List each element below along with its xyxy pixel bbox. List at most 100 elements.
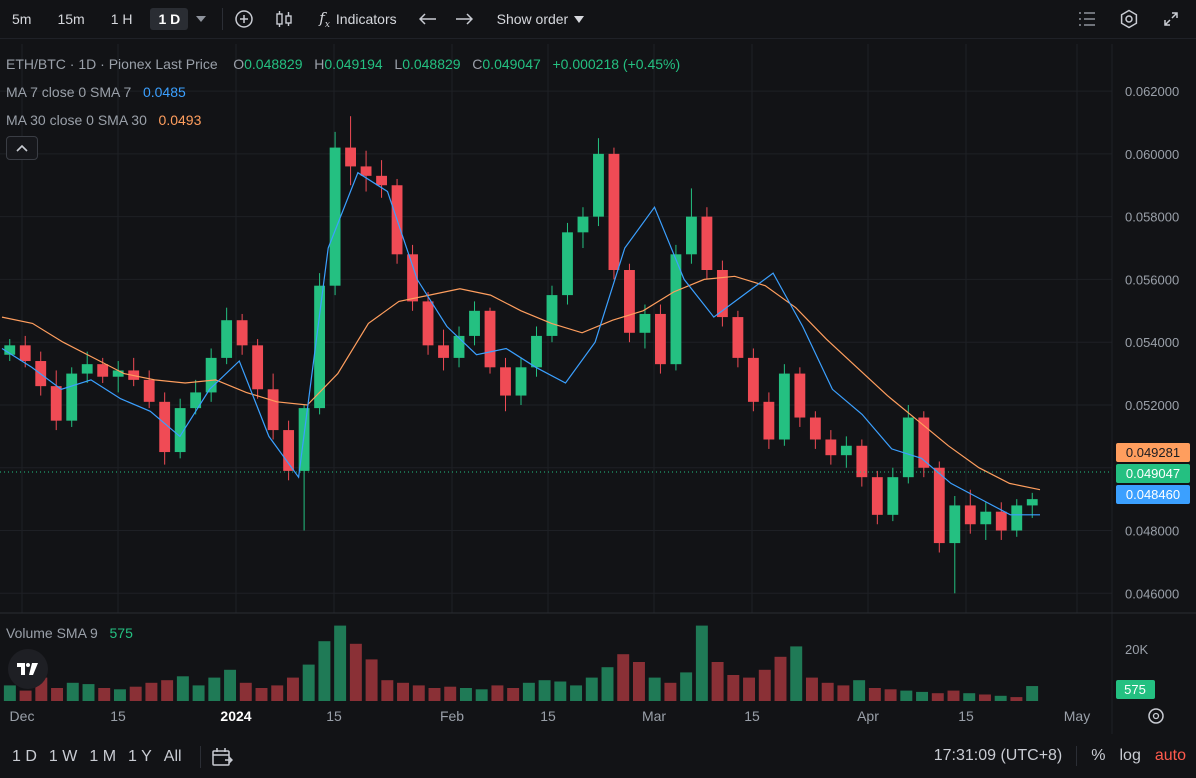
volume-bar <box>978 694 991 701</box>
candle-body <box>732 317 744 358</box>
ma30-value: 0.0493 <box>158 112 202 128</box>
price-chart[interactable]: 0.062000 0.060000 0.058000 0.056000 0.054000… <box>0 44 1196 734</box>
range-1d-button[interactable]: 1 D <box>12 748 37 765</box>
legend-close-label: C <box>472 56 483 72</box>
volume-bar <box>302 664 315 701</box>
price-tick-label: 0.046000 <box>1125 586 1179 601</box>
indicators-button[interactable]: fx Indicators <box>311 6 404 33</box>
time-tick-label: 15 <box>110 708 126 724</box>
volume-bar <box>837 685 850 701</box>
candle-body <box>670 254 682 365</box>
object-tree-icon[interactable] <box>1074 6 1100 32</box>
range-1y-button[interactable]: 1 Y <box>128 748 152 765</box>
time-tick-label: 2024 <box>220 708 251 724</box>
candle-body <box>778 373 790 440</box>
toolbar-right-group <box>1074 6 1184 32</box>
volume-bar <box>507 688 520 701</box>
interval-5m-button[interactable]: 5m <box>12 11 32 27</box>
volume-bar <box>632 662 645 701</box>
range-1w-button[interactable]: 1 W <box>48 748 78 765</box>
volume-bar <box>994 695 1007 701</box>
calendar-goto-icon[interactable] <box>209 744 235 770</box>
candle-body <box>531 335 542 368</box>
ma30-legend[interactable]: MA 30 close 0 SMA 30 0.0493 <box>6 112 201 128</box>
interval-1h-button[interactable]: 1 H <box>110 11 133 27</box>
interval-15m-button[interactable]: 15m <box>57 11 85 27</box>
volume-bar <box>538 680 551 701</box>
time-tick-label: Feb <box>440 708 464 724</box>
time-tick-label: Mar <box>642 708 666 724</box>
ma7-legend[interactable]: MA 7 close 0 SMA 7 0.0485 <box>6 84 186 100</box>
candle-body <box>871 477 883 515</box>
badge-ma7 <box>1116 485 1190 504</box>
candle-body <box>422 301 434 346</box>
candle-body <box>794 373 806 418</box>
time-axis-settings-icon[interactable] <box>1148 708 1164 724</box>
range-1m-button[interactable]: 1 M <box>89 748 117 765</box>
volume-bar <box>19 690 32 701</box>
volume-bar <box>113 689 126 701</box>
tradingview-logo[interactable] <box>8 649 48 689</box>
clock-timezone[interactable]: 17:31:09 (UTC+8) <box>933 747 1063 764</box>
candle-body <box>283 430 295 471</box>
legend-low: 0.048829 <box>402 56 461 72</box>
time-tick-label: 15 <box>540 708 556 724</box>
candle-body <box>360 166 372 176</box>
candle-body <box>825 439 837 456</box>
undo-icon[interactable] <box>415 6 441 32</box>
volume-bar <box>868 688 881 701</box>
volume-bar <box>805 677 818 701</box>
add-circle-icon[interactable] <box>231 6 257 32</box>
legend-open: 0.048829 <box>244 56 303 72</box>
collapse-legend-button[interactable] <box>6 136 38 160</box>
fullscreen-expand-icon[interactable] <box>1158 6 1184 32</box>
volume-bar <box>916 691 929 701</box>
candle-body <box>980 511 992 525</box>
interval-1d-button[interactable]: 1 D <box>150 8 189 30</box>
chart-canvas[interactable]: 0.062000 0.060000 0.058000 0.056000 0.054000… <box>0 44 1196 734</box>
show-order-dropdown[interactable]: Show order <box>489 8 593 30</box>
volume-bar <box>397 682 410 701</box>
candle-body <box>639 313 651 333</box>
volume-bar <box>145 682 158 701</box>
candle-body <box>174 408 186 453</box>
candle-body <box>593 153 604 217</box>
volume-bar <box>444 686 457 701</box>
volume-bar <box>192 685 205 701</box>
log-scale-toggle[interactable]: log <box>1119 747 1141 764</box>
volume-bar <box>208 677 221 701</box>
volume-legend[interactable]: Volume SMA 9 575 <box>6 625 133 641</box>
volume-bar <box>711 662 724 701</box>
volume-bar <box>947 690 960 701</box>
candle-body <box>159 401 171 453</box>
settings-gear-icon[interactable] <box>1116 6 1142 32</box>
percent-scale-toggle[interactable]: % <box>1091 747 1106 764</box>
candle-body <box>221 320 233 358</box>
volume-badge <box>1116 680 1155 699</box>
candle-body <box>81 364 93 374</box>
volume-bar <box>35 677 48 701</box>
time-tick-label: Apr <box>857 708 879 724</box>
candle-body <box>655 313 666 365</box>
candle-body <box>933 467 945 544</box>
candle-body <box>4 345 16 355</box>
interval-dropdown-chevron-icon[interactable] <box>188 6 214 32</box>
legend-high-label: H <box>314 56 325 72</box>
auto-scale-toggle[interactable]: auto <box>1154 747 1186 764</box>
candle-style-icon[interactable] <box>271 6 297 32</box>
volume-bar <box>743 677 756 701</box>
show-order-label: Show order <box>496 11 569 27</box>
redo-icon[interactable] <box>451 6 477 32</box>
volume-tick: 20K <box>1125 642 1148 657</box>
badge-close <box>1116 464 1190 483</box>
ma30-line <box>1 275 1041 491</box>
volume-bar <box>522 682 535 701</box>
candle-body <box>66 373 78 421</box>
candle-body <box>562 232 573 296</box>
range-all-button[interactable]: All <box>163 748 182 765</box>
price-tick-label: 0.058000 <box>1125 210 1179 225</box>
volume-bar <box>3 685 16 701</box>
volume-bar <box>365 659 378 701</box>
volume-bar <box>271 685 284 701</box>
legend-high: 0.049194 <box>324 56 383 72</box>
